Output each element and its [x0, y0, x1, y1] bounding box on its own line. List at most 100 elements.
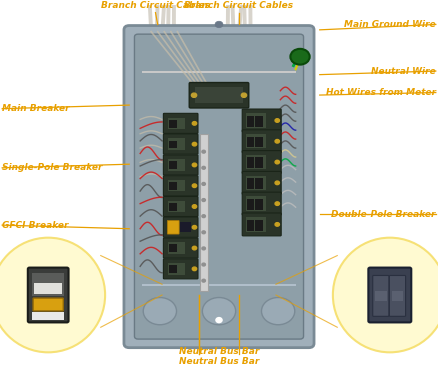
Bar [255, 157, 263, 168]
FancyBboxPatch shape [389, 276, 406, 316]
FancyBboxPatch shape [163, 217, 198, 237]
Circle shape [275, 160, 279, 164]
Bar [169, 182, 177, 190]
Circle shape [192, 121, 197, 125]
Bar [168, 138, 185, 150]
Circle shape [202, 298, 236, 325]
Bar [168, 242, 185, 254]
FancyBboxPatch shape [163, 196, 198, 217]
Bar [246, 113, 266, 128]
Bar [168, 201, 185, 212]
Text: Neutral Bus Bar: Neutral Bus Bar [179, 347, 259, 356]
Circle shape [192, 246, 197, 250]
FancyBboxPatch shape [134, 34, 304, 339]
Text: Neutral Bus Bar: Neutral Bus Bar [179, 357, 259, 366]
Text: Single-Pole Breaker: Single-Pole Breaker [2, 163, 102, 172]
Bar [247, 199, 254, 210]
Bar [168, 180, 185, 192]
FancyBboxPatch shape [373, 276, 389, 316]
FancyBboxPatch shape [242, 213, 281, 236]
FancyBboxPatch shape [242, 150, 281, 174]
Bar [142, 284, 296, 286]
Text: Branch Circuit Cables: Branch Circuit Cables [184, 1, 293, 10]
Bar [169, 203, 177, 211]
Text: Main Ground Wire: Main Ground Wire [344, 20, 436, 29]
Bar [169, 265, 177, 273]
Bar [246, 196, 266, 211]
FancyBboxPatch shape [163, 113, 198, 133]
Bar [246, 134, 266, 148]
FancyBboxPatch shape [242, 109, 281, 132]
Bar [247, 157, 254, 168]
Circle shape [202, 231, 205, 234]
FancyBboxPatch shape [28, 268, 68, 323]
Bar [169, 141, 177, 148]
FancyBboxPatch shape [189, 83, 249, 108]
Circle shape [202, 199, 205, 201]
FancyBboxPatch shape [33, 298, 64, 311]
Text: Neutral Wire: Neutral Wire [371, 66, 436, 76]
Circle shape [192, 184, 197, 188]
FancyBboxPatch shape [163, 155, 198, 175]
Bar [255, 220, 263, 230]
Circle shape [192, 142, 197, 146]
Bar [255, 116, 263, 127]
FancyBboxPatch shape [163, 238, 198, 258]
Bar [246, 176, 266, 190]
FancyBboxPatch shape [368, 268, 411, 323]
Bar [247, 178, 254, 189]
FancyBboxPatch shape [167, 221, 179, 234]
Circle shape [202, 279, 205, 282]
Circle shape [202, 247, 205, 250]
Circle shape [191, 93, 197, 97]
Circle shape [275, 139, 279, 143]
Ellipse shape [0, 238, 105, 352]
Bar [255, 199, 263, 210]
Circle shape [275, 223, 279, 226]
Circle shape [261, 298, 295, 325]
Circle shape [215, 21, 223, 28]
Circle shape [192, 163, 197, 167]
Circle shape [275, 181, 279, 185]
Bar [255, 178, 263, 189]
Bar [169, 120, 177, 128]
Circle shape [216, 317, 222, 323]
Bar [392, 291, 403, 301]
Bar [247, 116, 254, 127]
FancyBboxPatch shape [163, 176, 198, 196]
Circle shape [192, 267, 197, 270]
Circle shape [202, 182, 205, 185]
Bar [32, 312, 64, 320]
Text: Hot Wires from Meter: Hot Wires from Meter [326, 88, 436, 97]
Bar [247, 137, 254, 148]
Text: GFCI Breaker: GFCI Breaker [2, 221, 69, 230]
Bar [195, 87, 243, 103]
Bar [180, 222, 191, 232]
Circle shape [202, 166, 205, 169]
Circle shape [143, 298, 177, 325]
Bar [169, 161, 177, 169]
Bar [34, 283, 63, 294]
Bar [246, 155, 266, 169]
FancyBboxPatch shape [242, 171, 281, 194]
Text: Main Breaker: Main Breaker [2, 104, 70, 113]
FancyBboxPatch shape [242, 130, 281, 153]
Bar [168, 159, 185, 171]
Circle shape [202, 150, 205, 153]
FancyBboxPatch shape [124, 26, 314, 348]
Ellipse shape [333, 238, 438, 352]
Circle shape [192, 205, 197, 208]
Circle shape [241, 93, 247, 97]
Bar [255, 137, 263, 148]
Bar [246, 217, 266, 232]
FancyBboxPatch shape [163, 134, 198, 154]
FancyBboxPatch shape [163, 259, 198, 279]
FancyBboxPatch shape [242, 192, 281, 215]
Circle shape [290, 49, 310, 65]
Text: Double-Pole Breaker: Double-Pole Breaker [331, 210, 436, 219]
Circle shape [192, 225, 197, 229]
Circle shape [275, 202, 279, 206]
Bar [168, 118, 185, 129]
Circle shape [202, 263, 205, 266]
Bar [32, 273, 64, 296]
